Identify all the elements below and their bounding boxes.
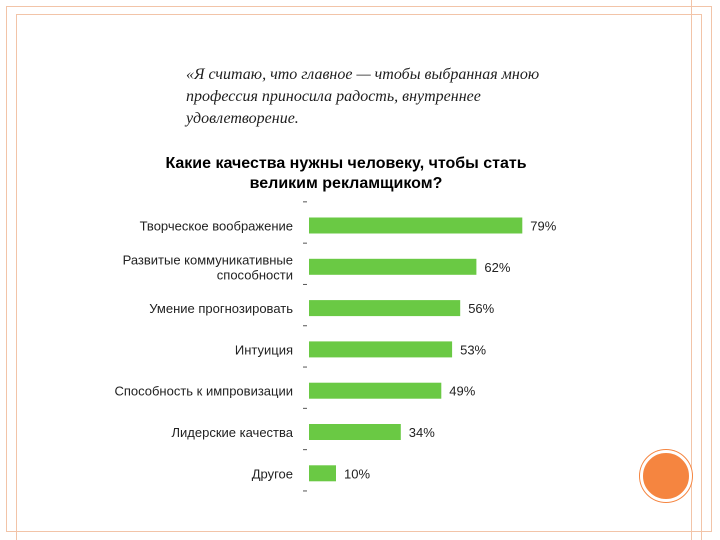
chart-title-line-2: великим рекламщиком? (249, 175, 443, 192)
quote-line-3: удовлетворение. (186, 110, 299, 127)
decorative-orange-circle (640, 450, 692, 502)
data-label: 62% (484, 260, 510, 275)
category-label: Лидерские качества (172, 425, 294, 440)
category-label: Интуиция (235, 342, 293, 357)
category-label: Другое (252, 466, 293, 481)
data-label: 10% (344, 466, 370, 481)
quote-line-1: «Я считаю, что главное — чтобы выбранная… (186, 66, 540, 83)
data-label: 49% (449, 384, 475, 399)
slide-frame-right-line (691, 0, 692, 540)
bar (309, 217, 523, 234)
quote-line-2: профессия приносила радость, внутреннее (186, 88, 481, 105)
chart-title: Какие качества нужны человеку, чтобы ста… (150, 154, 542, 194)
bar (309, 382, 442, 399)
data-label: 56% (468, 301, 494, 316)
chart-title-line-1: Какие качества нужны человеку, чтобы ста… (165, 155, 527, 172)
bar (309, 300, 461, 317)
quote-text: «Я считаю, что главное — чтобы выбранная… (186, 64, 686, 130)
data-label: 34% (409, 425, 435, 440)
data-label: 53% (460, 342, 486, 357)
slide-frame-outer (6, 6, 712, 532)
data-label: 79% (530, 219, 556, 234)
category-label: Творческое воображение (140, 219, 293, 234)
bar (309, 465, 336, 482)
bar (309, 258, 477, 275)
bar (309, 424, 401, 440)
slide-frame-inner (16, 14, 702, 540)
category-label: способности (217, 267, 293, 282)
bar (309, 341, 453, 358)
category-label: Способность к импровизации (114, 384, 293, 399)
category-label: Умение прогнозировать (149, 301, 293, 316)
category-label: Развитые коммуникативные (123, 252, 293, 267)
